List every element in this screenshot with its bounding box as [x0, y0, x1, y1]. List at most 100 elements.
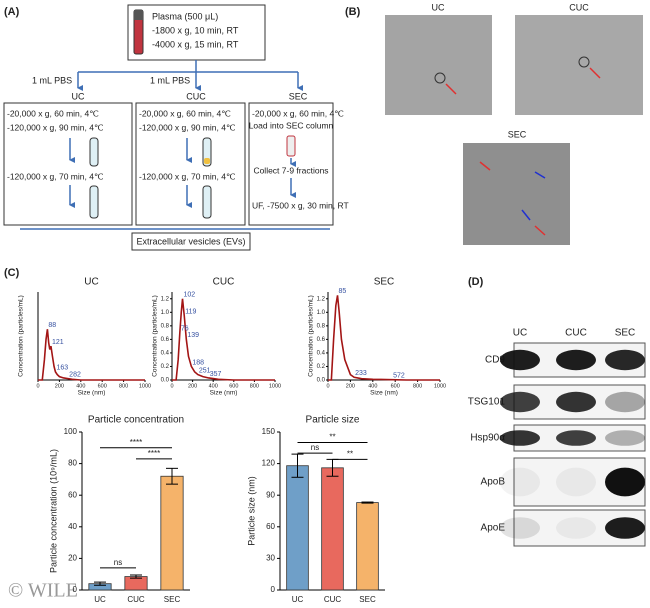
y-axis-label: Concentration (particles/mL): [308, 295, 315, 377]
y-tick-label: 0.8: [317, 323, 326, 329]
y-tick-label: 60: [68, 490, 77, 499]
band: [500, 467, 540, 497]
band: [500, 517, 540, 539]
y-tick-label: 0.6: [317, 337, 326, 343]
peak-label: 119: [185, 309, 196, 316]
curve: [172, 298, 275, 381]
y-tick-label: 20: [68, 554, 77, 563]
band: [556, 467, 596, 497]
peak-label: 251: [199, 367, 211, 374]
curve: [38, 329, 145, 381]
band: [500, 349, 540, 371]
y-tick-label: 0.4: [161, 351, 170, 357]
y-tick-label: 0.4: [317, 351, 326, 357]
x-tick-label: UC: [292, 595, 304, 604]
chart-title: Particle size: [306, 415, 360, 426]
x-tick-label: SEC: [359, 595, 376, 604]
x-tick-label: 200: [346, 383, 355, 389]
peak-label: 163: [56, 365, 68, 372]
micrograph: [515, 15, 643, 115]
peak-label: 188: [192, 359, 204, 366]
step: UF, -7500 x g, 30 min, RT: [252, 200, 349, 210]
sig-label: **: [347, 449, 353, 458]
x-tick-label: 0: [36, 383, 39, 389]
image-title: SEC: [508, 129, 527, 139]
peak-label: 139: [187, 332, 199, 339]
result: Extracellular vesicles (EVs): [136, 236, 245, 246]
x-axis-label: Size (nm): [210, 390, 238, 397]
pointer: [479, 161, 491, 171]
step: -120,000 x g, 70 min, 4℃: [139, 171, 236, 181]
tube-cap: [134, 10, 143, 20]
x-tick-label: 200: [188, 383, 197, 389]
band: [605, 349, 645, 371]
tube-icon: [202, 185, 212, 219]
y-tick-label: 100: [64, 427, 78, 436]
x-tick-label: CUC: [324, 595, 342, 604]
x-tick-label: 600: [391, 383, 400, 389]
column-icon: [286, 135, 296, 157]
micrograph: [385, 15, 492, 115]
protein-label: ApoE: [481, 523, 506, 534]
y-tick-label: 1.2: [317, 296, 326, 302]
protein-label: TSG101: [468, 397, 506, 408]
protein-label: Hsp90α: [470, 433, 505, 444]
pointer: [521, 209, 531, 221]
chart-title: CUC: [213, 277, 235, 288]
x-tick-label: CUC: [127, 595, 145, 604]
protein-label: CD9: [485, 355, 505, 366]
x-tick-label: UC: [94, 595, 106, 604]
step: -120,000 x g, 90 min, 4℃: [7, 122, 104, 132]
pointer: [534, 225, 546, 236]
y-tick-label: 0.8: [161, 323, 170, 329]
y-tick-label: 60: [266, 522, 275, 531]
y-axis-label: Concentration (particles/mL): [18, 295, 25, 377]
peak-label: 121: [52, 339, 64, 346]
image-title: UC: [432, 2, 445, 12]
sig-label: ****: [148, 449, 160, 458]
peak-label: 233: [355, 370, 367, 377]
x-tick-label: 600: [98, 383, 107, 389]
band: [556, 517, 596, 539]
peak-label: 85: [339, 288, 347, 295]
band: [605, 430, 645, 446]
sig-label: ns: [114, 558, 122, 567]
y-axis-label: Particle concentration (10⁹/mL): [48, 449, 58, 573]
band: [556, 349, 596, 371]
tube-icon: [89, 185, 99, 219]
peak-label: 88: [48, 322, 56, 329]
x-tick-label: 1000: [269, 383, 281, 389]
x-tick-label: 1000: [434, 383, 446, 389]
band: [605, 391, 645, 413]
curve: [328, 295, 440, 381]
bar: [286, 465, 309, 591]
sig-label: **: [329, 433, 335, 442]
sig-label: ****: [130, 438, 142, 447]
peak-label: 572: [393, 373, 405, 380]
chart-title: SEC: [374, 277, 395, 288]
plasma-step: -1800 x g, 10 min, RT: [152, 25, 239, 35]
pointer: [534, 171, 546, 179]
method-name: CUC: [186, 91, 206, 101]
x-tick-label: 200: [55, 383, 64, 389]
method-name: SEC: [289, 91, 308, 101]
step: -20,000 x g, 60 min, 4℃: [139, 108, 231, 118]
step: -120,000 x g, 70 min, 4℃: [7, 171, 104, 181]
pbs-label: 1 mL PBS: [150, 75, 190, 85]
lane-label: SEC: [615, 328, 636, 339]
step: -20,000 x g, 60 min, 4℃: [7, 108, 99, 118]
chart-title: UC: [84, 277, 98, 288]
pointer: [589, 67, 601, 79]
peak-label: 102: [184, 292, 196, 299]
step: Collect 7-9 fractions: [253, 165, 328, 175]
lane-label: CUC: [565, 328, 587, 339]
x-axis-label: Size (nm): [370, 390, 398, 397]
band: [500, 391, 540, 413]
y-axis-label: Concentration (particles/mL): [152, 295, 159, 377]
step: Load into SEC column: [249, 120, 334, 130]
y-tick-label: 0.6: [161, 337, 170, 343]
x-tick-label: 800: [250, 383, 259, 389]
band: [605, 467, 645, 497]
vesicle: [434, 72, 446, 84]
y-tick-label: 1.2: [161, 296, 170, 302]
